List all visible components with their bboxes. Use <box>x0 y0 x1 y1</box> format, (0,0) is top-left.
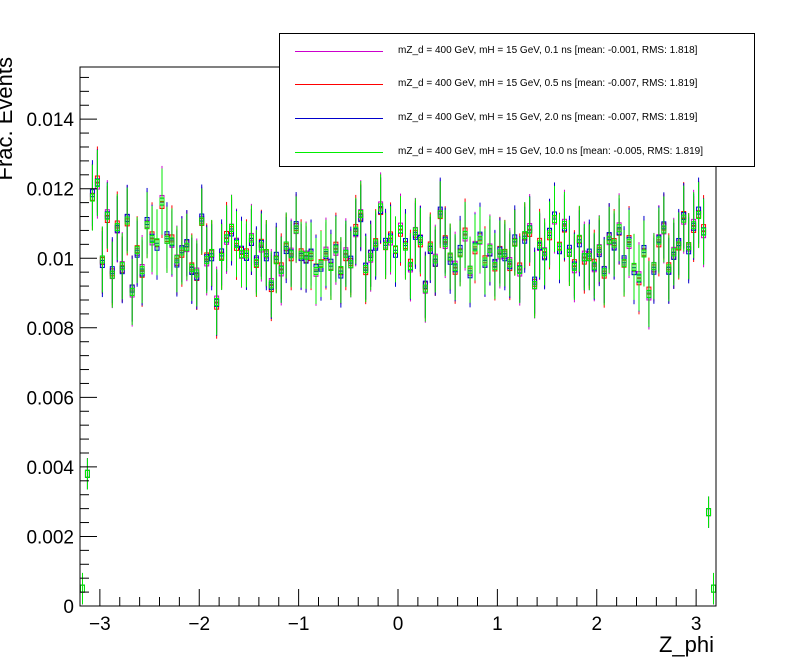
legend-label: mZ_d = 400 GeV, mH = 15 GeV, 2.0 ns [mea… <box>398 112 698 123</box>
y-tick-label: 0.002 <box>26 527 74 548</box>
y-axis-label: Frac. Events <box>0 57 17 180</box>
x-axis-label: Z_phi <box>659 632 714 657</box>
legend-label: mZ_d = 400 GeV, mH = 15 GeV, 10.0 ns [me… <box>398 146 703 157</box>
y-tick-label: 0.008 <box>26 319 74 340</box>
x-tick-label: −3 <box>89 614 111 635</box>
series-1 <box>80 146 716 605</box>
legend-line-swatch <box>295 51 383 52</box>
x-tick-label: 2 <box>591 614 602 635</box>
y-tick-label: 0 <box>63 597 74 618</box>
x-tick-label: 0 <box>393 614 404 635</box>
legend-entry: mZ_d = 400 GeV, mH = 15 GeV, 10.0 ns [me… <box>280 143 754 163</box>
x-tick-label: −2 <box>188 614 210 635</box>
legend-entry: mZ_d = 400 GeV, mH = 15 GeV, 2.0 ns [mea… <box>280 109 754 129</box>
histogram-data-layer <box>80 146 716 605</box>
x-tick-label: −1 <box>288 614 310 635</box>
x-axis: −3 −2 −1 0 1 2 3 <box>79 589 717 635</box>
series-0 <box>80 152 716 605</box>
y-tick-label: 0.01 <box>37 249 74 270</box>
x-tick-label: 3 <box>691 614 702 635</box>
y-tick-label: 0.006 <box>26 388 74 409</box>
legend-label: mZ_d = 400 GeV, mH = 15 GeV, 0.5 ns [mea… <box>398 78 698 89</box>
legend-label: mZ_d = 400 GeV, mH = 15 GeV, 0.1 ns [mea… <box>398 45 698 56</box>
series-3 <box>80 150 716 605</box>
x-tick-label: 1 <box>492 614 503 635</box>
legend: mZ_d = 400 GeV, mH = 15 GeV, 0.1 ns [mea… <box>279 33 755 167</box>
series-2 <box>80 149 716 605</box>
y-axis: 0 0.002 0.004 0.006 0.008 0.01 0.012 0.014 <box>26 76 97 618</box>
legend-line-swatch <box>295 118 383 119</box>
y-tick-label: 0.014 <box>26 110 74 131</box>
legend-entry: mZ_d = 400 GeV, mH = 15 GeV, 0.5 ns [mea… <box>280 75 754 95</box>
y-tick-label: 0.012 <box>26 180 74 201</box>
legend-line-swatch <box>295 152 383 153</box>
y-tick-label: 0.004 <box>26 458 74 479</box>
legend-line-swatch <box>295 84 383 85</box>
legend-entry: mZ_d = 400 GeV, mH = 15 GeV, 0.1 ns [mea… <box>280 42 754 62</box>
